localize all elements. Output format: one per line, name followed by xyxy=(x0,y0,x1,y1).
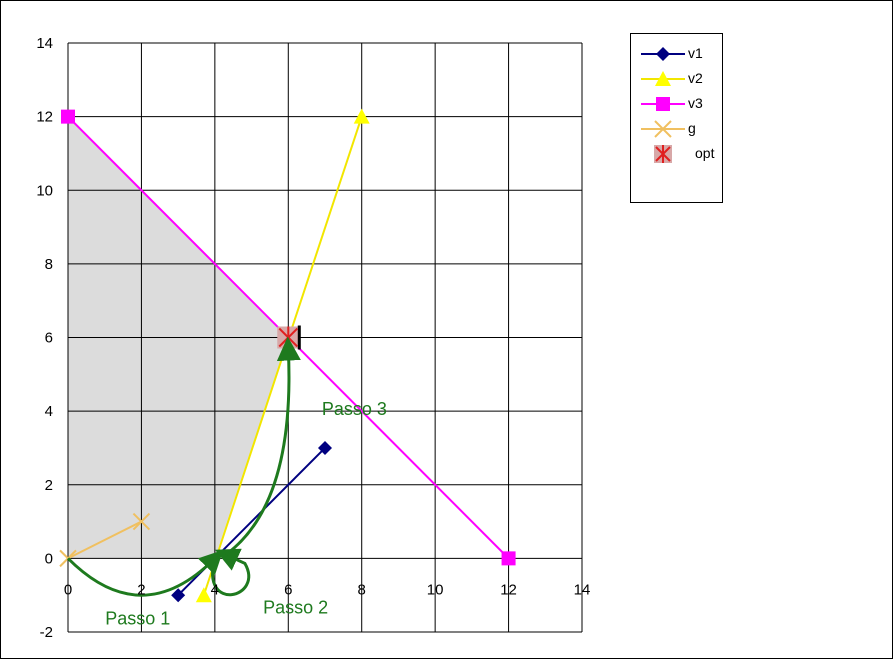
x-tick-label-5: 10 xyxy=(427,581,444,598)
y-tick-label-8: 14 xyxy=(36,35,53,52)
legend-symbol-v1 xyxy=(641,47,685,61)
path-step-1 xyxy=(66,549,224,597)
legend-label-g: g xyxy=(688,120,696,136)
annotation-passo-1: Passo 1 xyxy=(105,609,170,629)
legend-label-v3: v3 xyxy=(688,95,703,111)
legend-item-v2: v2 xyxy=(631,67,722,91)
y-tick-label-5: 8 xyxy=(45,256,53,273)
series-v3-point-0 xyxy=(61,109,75,124)
x-tick-label-6: 12 xyxy=(500,581,517,598)
series-v2-point-0 xyxy=(195,587,212,603)
y-tick-label-1: 0 xyxy=(45,550,53,567)
legend-item-v1: v1 xyxy=(631,42,722,66)
y-tick-label-6: 10 xyxy=(36,182,53,199)
series-g-point-1 xyxy=(132,512,151,531)
annotation-passo-3: Passo 3 xyxy=(322,399,387,419)
legend-symbol-v2 xyxy=(641,71,685,86)
y-tick-label-3: 4 xyxy=(45,403,53,420)
x-tick-label-1: 2 xyxy=(137,581,145,598)
legend-symbol-opt xyxy=(654,145,672,163)
x-tick-label-3: 6 xyxy=(284,581,292,598)
series-v3-point-1 xyxy=(501,551,516,566)
y-tick-label-2: 2 xyxy=(45,477,53,494)
legend-symbol-v3 xyxy=(641,97,685,111)
series-line-g xyxy=(67,520,142,560)
legend-label-opt: opt xyxy=(695,145,715,161)
legend-label-v2: v2 xyxy=(688,70,703,86)
y-tick-label-4: 6 xyxy=(45,330,53,347)
series-opt-point-0 xyxy=(277,325,301,350)
y-tick-label-0: -2 xyxy=(40,624,53,641)
legend-item-opt: opt xyxy=(631,142,722,166)
legend-item-v3: v3 xyxy=(631,92,722,116)
path-step-3 xyxy=(224,336,301,556)
x-tick-label-2: 4 xyxy=(211,581,219,598)
series-v2-point-1 xyxy=(353,108,370,124)
series-v1-point-0 xyxy=(171,588,186,603)
series-v1-point-1 xyxy=(318,440,332,455)
x-tick-label-0: 0 xyxy=(64,581,72,598)
y-tick-label-7: 12 xyxy=(36,109,53,126)
legend-label-v1: v1 xyxy=(688,45,703,61)
legend-item-g: g xyxy=(631,117,722,141)
legend: v1 v2 v3 g opt xyxy=(630,33,723,203)
path-step-2 xyxy=(211,548,251,597)
x-tick-label-4: 8 xyxy=(358,581,366,598)
x-tick-label-7: 14 xyxy=(574,581,591,598)
annotation-passo-2: Passo 2 xyxy=(263,598,328,618)
legend-symbol-g xyxy=(641,120,685,138)
